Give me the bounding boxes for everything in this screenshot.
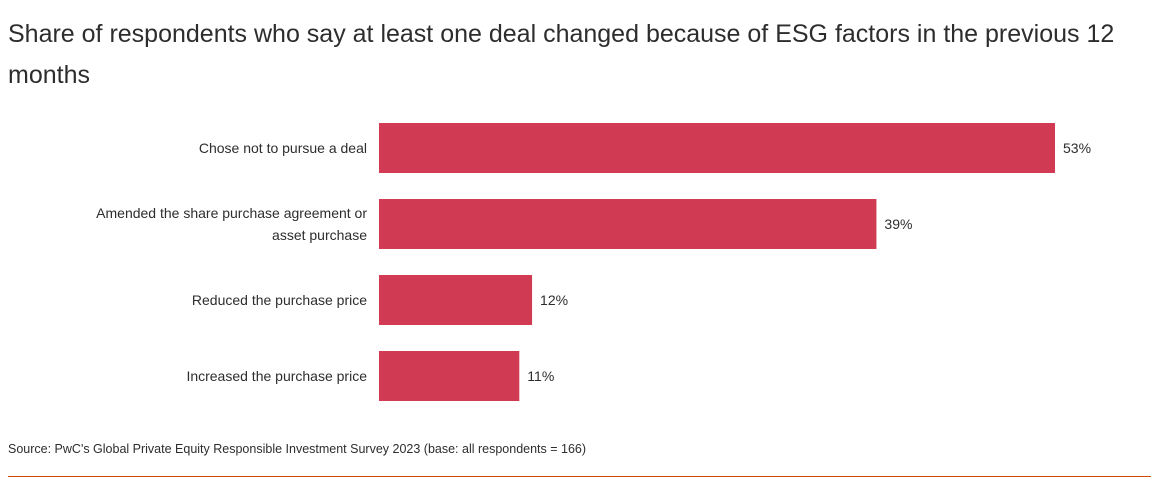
category-label: Chose not to pursue a deal (199, 140, 367, 156)
category-label: Increased the purchase price (186, 368, 367, 384)
bar (379, 199, 877, 249)
footer-divider (8, 476, 1151, 477)
bar-group: 53% Chose not to pursue a deal (199, 123, 1091, 173)
bar-value-label: 53% (1063, 140, 1091, 156)
category-label: Amended the share purchase agreement or a… (96, 205, 367, 243)
bar-group: 12% Reduced the purchase price (192, 275, 568, 325)
bar-value-label: 11% (527, 368, 554, 384)
bar-chart: 53% Chose not to pursue a deal 39% Amended … (96, 123, 1091, 401)
bar-group: 11% Increased the purchase price (186, 351, 554, 401)
category-label: Reduced the purchase price (192, 292, 367, 308)
bar-value-label: 39% (884, 216, 912, 232)
source-note: Source: PwC's Global Private Equity Resp… (8, 442, 587, 456)
bar (379, 275, 533, 325)
bar (379, 123, 1055, 173)
bar (379, 351, 520, 401)
chart-title: Share of respondents who say at least on… (8, 20, 1115, 89)
bar-value-label: 12% (540, 292, 568, 308)
bar-group: 39% Amended the share purchase agreement … (96, 199, 912, 249)
